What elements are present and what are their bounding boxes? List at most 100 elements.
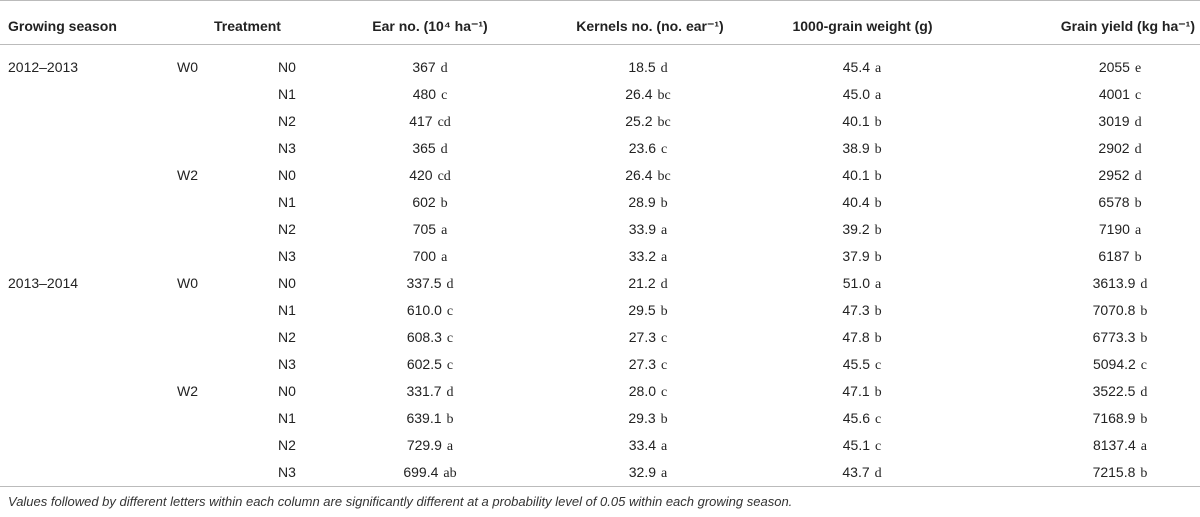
significance-letter: b <box>660 196 668 211</box>
cell-value: 38.9 <box>842 140 870 156</box>
column-header: Kernels no. (no. ear⁻¹) <box>576 18 724 34</box>
value-cell: 6578 b <box>1040 192 1200 214</box>
significance-letter: c <box>661 142 668 157</box>
cell-text: W0 <box>177 275 198 291</box>
value-cell: 8137.4 a <box>1040 435 1200 457</box>
cell-value: 3522.5 <box>1092 383 1136 399</box>
significance-letter: ab <box>443 466 457 481</box>
cell-value: 3019 <box>1098 113 1130 129</box>
cell-text: N3 <box>278 356 296 372</box>
value-cell: 39.2 b <box>782 219 942 241</box>
cell-value: 28.0 <box>628 383 657 399</box>
value-cell: 5094.2 c <box>1040 354 1200 376</box>
significance-letter: d <box>440 142 448 157</box>
significance-letter: b <box>660 412 668 427</box>
significance-letter: a <box>661 250 668 265</box>
significance-letter: bc <box>657 115 671 130</box>
cell-value: 51.0 <box>842 275 871 291</box>
significance-letter: c <box>661 358 668 373</box>
value-cell: 33.2 a <box>568 246 728 268</box>
cell-value: 40.1 <box>842 113 870 129</box>
value-cell: 6187 b <box>1040 246 1200 268</box>
cell-value: 45.6 <box>842 410 871 426</box>
cell-value: 7168.9 <box>1092 410 1136 426</box>
significance-letter: c <box>875 439 882 454</box>
significance-letter: c <box>446 358 454 373</box>
value-cell: 7215.8 b <box>1040 462 1200 484</box>
value-cell: 7168.9 b <box>1040 408 1200 430</box>
value-cell: 729.9 a <box>350 435 510 457</box>
value-cell: 3613.9 d <box>1040 273 1200 295</box>
cell-text: N0 <box>278 59 296 75</box>
value-cell: 27.3 c <box>568 327 728 349</box>
significance-letter: a <box>446 439 454 454</box>
significance-letter: d <box>1134 142 1142 157</box>
value-cell: 37.9 b <box>782 246 942 268</box>
significance-letter: b <box>874 331 882 346</box>
value-cell: 40.1 b <box>782 165 942 187</box>
header-rule <box>0 44 1200 45</box>
value-cell: 26.4 bc <box>568 84 728 106</box>
significance-letter: c <box>446 304 454 319</box>
significance-letter: d <box>440 61 448 76</box>
cell-value: 47.8 <box>842 329 870 345</box>
cell-value: 6773.3 <box>1092 329 1136 345</box>
significance-letter: c <box>1140 358 1148 373</box>
value-cell: 28.9 b <box>568 192 728 214</box>
value-cell: 365 d <box>350 138 510 160</box>
value-cell: 337.5 d <box>350 273 510 295</box>
significance-letter: b <box>440 196 448 211</box>
cell-value: 610.0 <box>406 302 442 318</box>
significance-letter: d <box>1134 169 1142 184</box>
significance-letter: b <box>874 385 882 400</box>
cell-value: 37.9 <box>842 248 870 264</box>
value-cell: 28.0 c <box>568 381 728 403</box>
significance-letter: c <box>875 412 882 427</box>
cell-text: N0 <box>278 167 296 183</box>
significance-letter: b <box>1140 412 1148 427</box>
cell-value: 29.3 <box>628 410 656 426</box>
significance-letter: c <box>661 331 668 346</box>
significance-letter: b <box>1140 331 1148 346</box>
significance-letter: a <box>441 250 448 265</box>
cell-value: 6578 <box>1098 194 1130 210</box>
value-cell: 639.1 b <box>350 408 510 430</box>
significance-letter: c <box>446 331 454 346</box>
significance-letter: b <box>1134 196 1142 211</box>
cell-value: 47.1 <box>842 383 870 399</box>
value-cell: 29.3 b <box>568 408 728 430</box>
cell-value: 699.4 <box>403 464 439 480</box>
cell-value: 28.9 <box>628 194 656 210</box>
value-cell: 2055 e <box>1040 57 1200 79</box>
value-cell: 32.9 a <box>568 462 728 484</box>
cell-value: 367 <box>412 59 436 75</box>
cell-value: 6187 <box>1098 248 1130 264</box>
cell-value: 47.3 <box>842 302 870 318</box>
cell-text: N2 <box>278 329 296 345</box>
value-cell: 420 cd <box>350 165 510 187</box>
cell-value: 18.5 <box>628 59 656 75</box>
cell-value: 4001 <box>1098 86 1130 102</box>
significance-letter: b <box>874 196 882 211</box>
cell-value: 40.1 <box>842 167 870 183</box>
significance-letter: b <box>874 142 882 157</box>
cell-value: 40.4 <box>842 194 870 210</box>
value-cell: 699.4 ab <box>350 462 510 484</box>
significance-letter: c <box>441 88 448 103</box>
cell-value: 420 <box>409 167 433 183</box>
cell-value: 5094.2 <box>1092 356 1136 372</box>
cell-text: N3 <box>278 248 296 264</box>
cell-value: 3613.9 <box>1092 275 1136 291</box>
value-cell: 700 a <box>350 246 510 268</box>
footnote: Values followed by different letters wit… <box>8 494 793 509</box>
cell-value: 32.9 <box>628 464 657 480</box>
significance-letter: a <box>1140 439 1148 454</box>
value-cell: 3019 d <box>1040 111 1200 133</box>
significance-letter: b <box>874 115 882 130</box>
value-cell: 25.2 bc <box>568 111 728 133</box>
cell-value: 45.1 <box>842 437 871 453</box>
value-cell: 602 b <box>350 192 510 214</box>
significance-letter: a <box>661 439 668 454</box>
cell-text: N0 <box>278 383 296 399</box>
significance-letter: d <box>660 61 668 76</box>
